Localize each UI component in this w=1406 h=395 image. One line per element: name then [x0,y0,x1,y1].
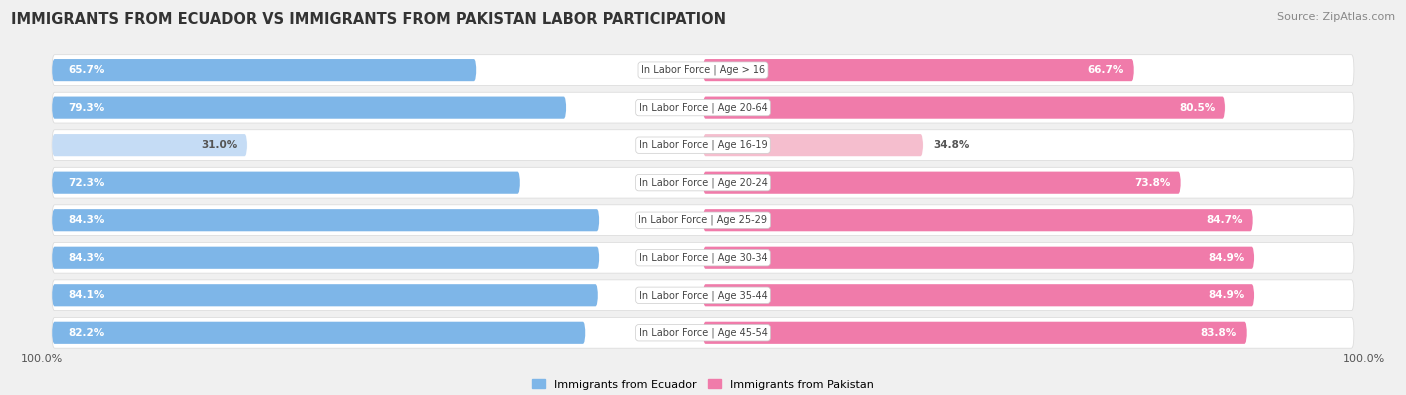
Text: In Labor Force | Age 20-24: In Labor Force | Age 20-24 [638,177,768,188]
Text: In Labor Force | Age 30-34: In Labor Force | Age 30-34 [638,252,768,263]
FancyBboxPatch shape [703,246,1254,269]
Text: 72.3%: 72.3% [69,178,105,188]
FancyBboxPatch shape [52,92,1354,123]
Text: In Labor Force | Age 45-54: In Labor Force | Age 45-54 [638,327,768,338]
Text: 65.7%: 65.7% [69,65,105,75]
Text: In Labor Force | Age 35-44: In Labor Force | Age 35-44 [638,290,768,301]
Text: 84.3%: 84.3% [69,253,105,263]
FancyBboxPatch shape [52,96,567,119]
FancyBboxPatch shape [52,134,247,156]
Text: 84.7%: 84.7% [1206,215,1243,225]
FancyBboxPatch shape [703,96,1225,119]
Text: 31.0%: 31.0% [201,140,238,150]
FancyBboxPatch shape [52,284,598,307]
Text: 34.8%: 34.8% [934,140,969,150]
Text: 83.8%: 83.8% [1201,328,1237,338]
FancyBboxPatch shape [52,55,1354,85]
Text: Source: ZipAtlas.com: Source: ZipAtlas.com [1277,12,1395,22]
FancyBboxPatch shape [703,171,1181,194]
FancyBboxPatch shape [52,171,520,194]
FancyBboxPatch shape [703,134,924,156]
FancyBboxPatch shape [52,243,1354,273]
Text: In Labor Force | Age 25-29: In Labor Force | Age 25-29 [638,215,768,226]
Text: In Labor Force | Age > 16: In Labor Force | Age > 16 [641,65,765,75]
FancyBboxPatch shape [703,322,1247,344]
FancyBboxPatch shape [52,59,477,81]
FancyBboxPatch shape [703,59,1133,81]
FancyBboxPatch shape [52,130,1354,160]
FancyBboxPatch shape [52,167,1354,198]
Text: 79.3%: 79.3% [69,103,105,113]
Text: 73.8%: 73.8% [1135,178,1171,188]
Text: 84.9%: 84.9% [1208,253,1244,263]
FancyBboxPatch shape [52,280,1354,310]
FancyBboxPatch shape [52,322,585,344]
Legend: Immigrants from Ecuador, Immigrants from Pakistan: Immigrants from Ecuador, Immigrants from… [527,375,879,394]
FancyBboxPatch shape [52,246,599,269]
FancyBboxPatch shape [52,205,1354,235]
FancyBboxPatch shape [52,318,1354,348]
FancyBboxPatch shape [703,209,1253,231]
FancyBboxPatch shape [52,209,599,231]
Text: 66.7%: 66.7% [1088,65,1123,75]
Text: 84.1%: 84.1% [69,290,105,300]
Text: 82.2%: 82.2% [69,328,105,338]
FancyBboxPatch shape [703,284,1254,307]
Text: 84.9%: 84.9% [1208,290,1244,300]
Text: IMMIGRANTS FROM ECUADOR VS IMMIGRANTS FROM PAKISTAN LABOR PARTICIPATION: IMMIGRANTS FROM ECUADOR VS IMMIGRANTS FR… [11,12,727,27]
Text: In Labor Force | Age 20-64: In Labor Force | Age 20-64 [638,102,768,113]
Text: In Labor Force | Age 16-19: In Labor Force | Age 16-19 [638,140,768,150]
Text: 80.5%: 80.5% [1178,103,1215,113]
Text: 84.3%: 84.3% [69,215,105,225]
